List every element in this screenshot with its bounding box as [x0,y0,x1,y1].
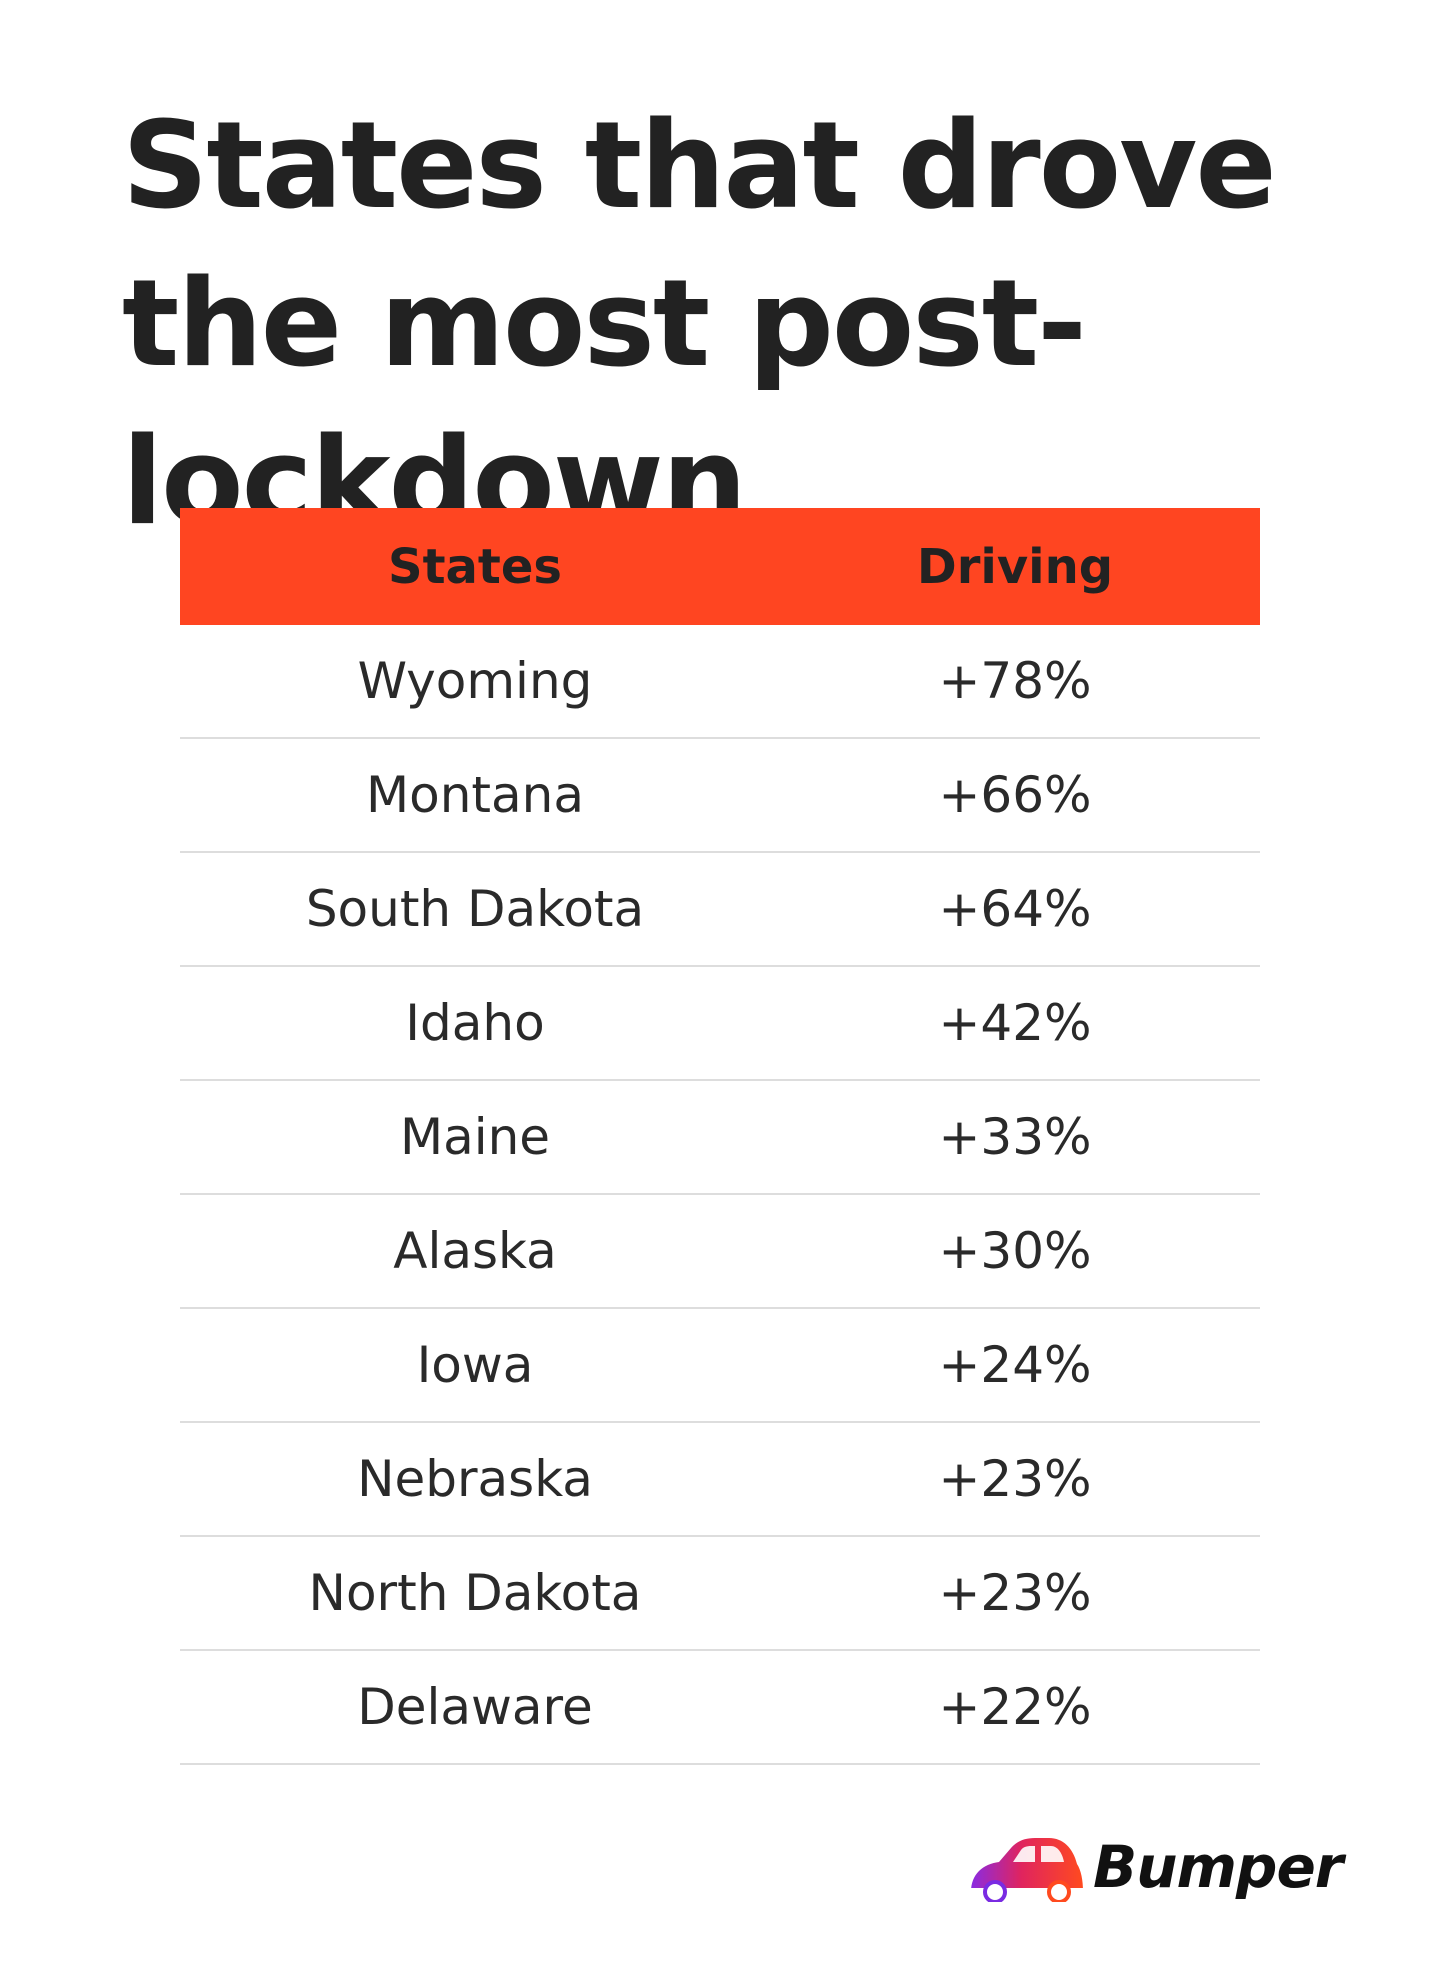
car-icon [969,1838,1085,1902]
state-cell: Montana [180,738,770,853]
column-header-states: States [180,508,770,625]
table-row: Maine +33% [180,1080,1260,1195]
table-row: Montana +66% [180,738,1260,853]
driving-cell: +42% [770,966,1260,1081]
state-cell: Maine [180,1080,770,1195]
driving-cell: +24% [770,1308,1260,1423]
table-row: South Dakota +64% [180,852,1260,967]
driving-cell: +64% [770,852,1260,967]
table-row: Iowa +24% [180,1308,1260,1423]
state-cell: Wyoming [180,625,770,739]
table-header-row: States Driving [180,508,1260,625]
state-cell: Nebraska [180,1422,770,1537]
driving-cell: +33% [770,1080,1260,1195]
state-cell: Alaska [180,1194,770,1309]
driving-cell: +78% [770,625,1260,739]
state-cell: Idaho [180,966,770,1081]
state-cell: Delaware [180,1650,770,1765]
chart-title: States that drove the most post-lockdown [122,97,1277,552]
driving-cell: +66% [770,738,1260,853]
table-row: Idaho +42% [180,966,1260,1081]
state-cell: Iowa [180,1308,770,1423]
state-cell: North Dakota [180,1536,770,1651]
driving-cell: +30% [770,1194,1260,1309]
driving-cell: +23% [770,1536,1260,1651]
table-row: Alaska +30% [180,1194,1260,1309]
state-cell: South Dakota [180,852,770,967]
states-driving-table: States Driving Wyoming +78% Montana +66% Sou… [180,508,1260,1765]
table-row: Wyoming +78% [180,625,1260,739]
column-header-driving: Driving [770,508,1260,625]
table-row: Delaware +22% [180,1650,1260,1765]
bumper-logo: Bumper [965,1830,1343,1910]
brand-name: Bumper [1093,1833,1343,1901]
driving-cell: +22% [770,1650,1260,1765]
table-row: Nebraska +23% [180,1422,1260,1537]
driving-cell: +23% [770,1422,1260,1537]
table-row: North Dakota +23% [180,1536,1260,1651]
